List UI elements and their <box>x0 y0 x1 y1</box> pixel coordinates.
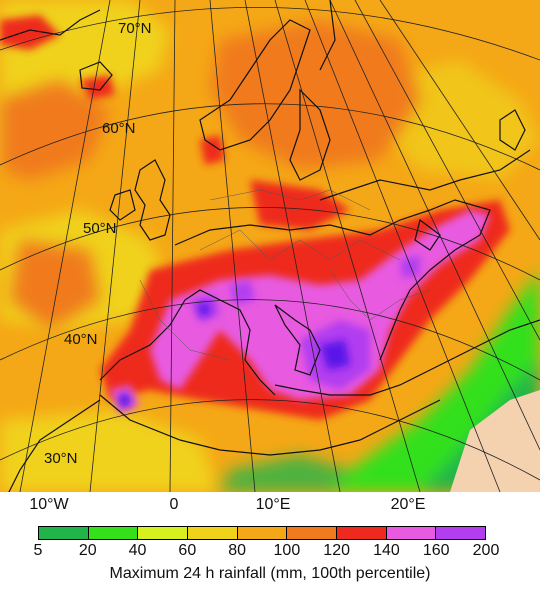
colorbar-tick-label: 80 <box>228 542 247 559</box>
colorbar-tick-label: 140 <box>373 542 400 559</box>
land-mask-southeast <box>450 390 540 492</box>
colorbar-tick-label: 200 <box>472 542 500 559</box>
colorbar-title: Maximum 24 h rainfall (mm, 100th percent… <box>109 565 431 582</box>
colorbar-swatch <box>188 527 238 539</box>
colorbar-swatch <box>436 527 486 539</box>
latitude-label-40n: 40°N <box>64 331 98 348</box>
latitude-lines <box>0 7 540 481</box>
latitude-label-70n: 70°N <box>118 20 152 37</box>
colorbar-tick-label: 5 <box>33 542 43 559</box>
colorbar-swatch <box>237 527 288 539</box>
rainfall-map: 70°N 60°N 50°N 40°N 30°N <box>0 0 540 492</box>
latitude-label-60n: 60°N <box>102 120 136 137</box>
longitude-label-10e: 10°E <box>255 496 291 513</box>
longitude-label-0: 0 <box>169 496 179 513</box>
latitude-label-50n: 50°N <box>83 220 117 237</box>
longitude-label-10w: 10°W <box>29 496 69 513</box>
field-peak <box>118 302 350 408</box>
longitude-lines <box>19 0 540 492</box>
colorbar-tick-label: 40 <box>128 542 147 559</box>
colorbar-tick-label: 100 <box>273 542 301 559</box>
colorbar-tick-label: 120 <box>323 542 351 559</box>
coastlines <box>0 0 540 492</box>
colorbar-swatch <box>287 527 338 539</box>
colorbar <box>38 526 486 540</box>
colorbar-tick-label: 60 <box>178 542 197 559</box>
colorbar-swatch <box>39 527 89 539</box>
colorbar-swatch <box>337 527 387 539</box>
colorbar-swatch <box>138 527 189 539</box>
colorbar-swatch <box>88 527 139 539</box>
country-borders <box>139 189 431 361</box>
colorbar-tick-label: 160 <box>422 542 450 559</box>
latitude-label-30n: 30°N <box>44 450 78 467</box>
longitude-label-20e: 20°E <box>390 496 426 513</box>
field-orange <box>0 20 420 330</box>
colorbar-tick-label: 20 <box>78 542 97 559</box>
colorbar-swatch <box>386 527 437 539</box>
